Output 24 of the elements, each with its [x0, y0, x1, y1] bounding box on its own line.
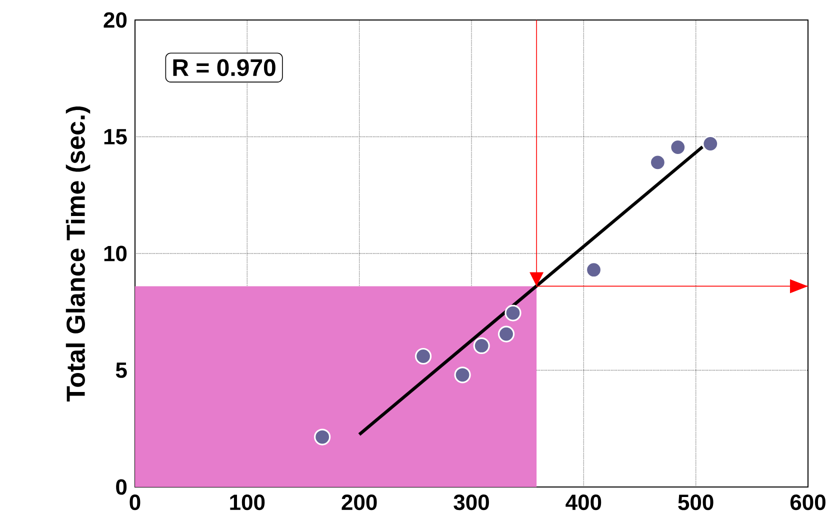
point [454, 366, 471, 384]
x-tick-label: 0 [130, 494, 140, 510]
x-tick-label: 500 [678, 494, 714, 510]
x-tick-label: 100 [230, 494, 265, 510]
point [649, 154, 666, 171]
point [702, 135, 719, 152]
point [498, 326, 515, 342]
x-tick-label: 600 [790, 494, 826, 510]
point [670, 138, 686, 156]
y-tick-label: 5 [116, 362, 127, 378]
point [314, 428, 331, 446]
y-tick-label: 15 [104, 129, 127, 144]
x-tick-label: 200 [342, 494, 377, 510]
point [504, 304, 522, 322]
y-tick-label: 0 [116, 479, 127, 495]
annotation: R = 0.970 [173, 59, 276, 76]
y-axis-title: Total Glance Time (sec.) [66, 106, 90, 402]
x-tick-label: 400 [566, 494, 602, 510]
y-tick-label: 20 [104, 12, 127, 28]
y-tick-label: 10 [104, 246, 127, 262]
point [414, 348, 432, 365]
x-tick-label: 300 [454, 494, 489, 510]
point [473, 337, 490, 354]
point [585, 262, 602, 278]
